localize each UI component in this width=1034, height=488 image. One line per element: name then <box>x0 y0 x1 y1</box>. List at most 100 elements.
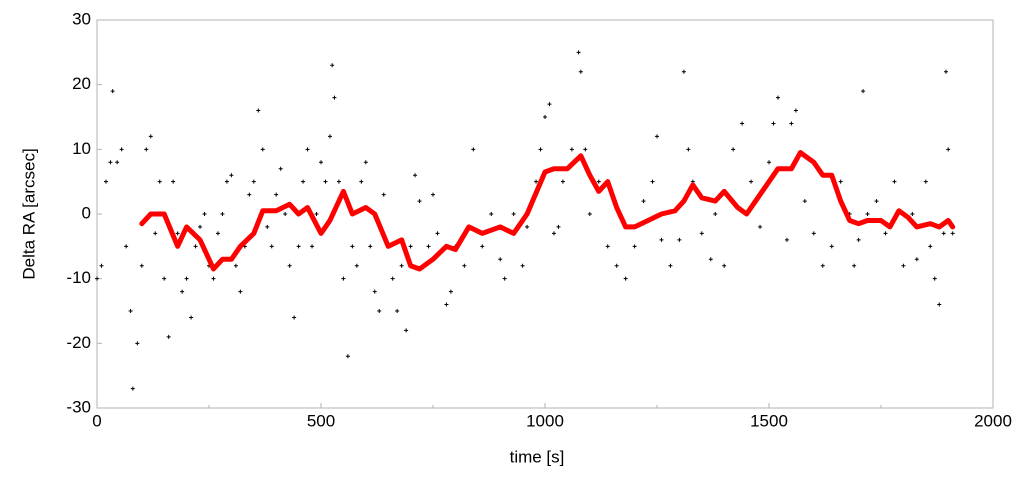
scatter-point <box>103 179 108 184</box>
scatter-point <box>856 237 861 242</box>
scatter-point <box>560 179 565 184</box>
scatter-point <box>489 212 494 216</box>
scatter-point <box>587 212 592 216</box>
scatter-point <box>525 224 530 229</box>
y-tick-label: 20 <box>72 74 91 93</box>
scatter-point <box>350 244 355 249</box>
scatter-point <box>686 147 691 152</box>
scatter-point <box>119 147 124 152</box>
scatter-point <box>247 192 252 197</box>
scatter-point <box>941 231 946 236</box>
scatter-point <box>932 276 937 281</box>
x-tick-label: 2000 <box>974 411 1012 430</box>
scatter-point <box>229 173 234 178</box>
scatter-point <box>699 231 704 236</box>
scatter-point <box>511 212 516 216</box>
scatter-point <box>233 263 238 268</box>
scatter-point <box>345 354 350 359</box>
y-tick-label: 30 <box>72 9 91 28</box>
scatter-point <box>314 212 319 216</box>
scatter-point <box>327 134 332 139</box>
scatter-point <box>914 257 919 262</box>
x-axis-label: time [s] <box>510 447 565 466</box>
scatter-point <box>722 263 727 268</box>
scatter-point <box>641 199 646 204</box>
scatter-point <box>220 212 225 216</box>
scatter-point <box>184 276 189 281</box>
scatter-point <box>171 179 176 184</box>
scatter-point <box>336 179 341 184</box>
scatter-point <box>462 263 467 268</box>
scatter-point <box>417 199 422 204</box>
scatter-point <box>614 263 619 268</box>
scatter-point <box>399 263 404 268</box>
scatter-point <box>305 147 310 152</box>
scatter-point <box>543 115 547 119</box>
scatter-point <box>910 212 915 216</box>
scatter-point <box>677 237 682 242</box>
scatter-point <box>838 179 843 184</box>
scatter-point <box>731 147 736 152</box>
scatter-point <box>215 231 220 236</box>
y-tick-label: 0 <box>82 203 91 222</box>
scatter-point <box>292 315 297 320</box>
scatter-point <box>480 244 485 249</box>
scatter-point <box>937 302 942 307</box>
scatter-point <box>655 134 659 139</box>
scatter-point <box>775 95 780 100</box>
scatter-point <box>283 212 288 216</box>
scatter-point <box>301 179 306 184</box>
scatter-point <box>874 199 879 204</box>
scatter-point <box>758 224 763 229</box>
scatter-point <box>632 244 637 249</box>
scatter-point <box>377 309 382 313</box>
scatter-point <box>148 134 153 139</box>
scatter-point <box>426 244 431 249</box>
scatter-point <box>681 69 686 74</box>
y-tick-label: -30 <box>66 397 91 416</box>
scatter-point <box>811 231 816 236</box>
scatter-point <box>310 244 315 249</box>
scatter-point <box>162 276 167 281</box>
scatter-point <box>498 257 503 262</box>
scatter-point <box>372 289 377 294</box>
scatter-point <box>802 199 807 204</box>
scatter-point <box>928 244 933 249</box>
scatter-point <box>175 231 180 236</box>
scatter-point <box>771 121 776 126</box>
scatter-point <box>547 102 552 107</box>
scatter-point <box>901 263 906 268</box>
scatter-point <box>583 147 588 152</box>
scatter-point <box>950 231 955 236</box>
scatter-point <box>115 160 120 165</box>
scatter-point <box>605 244 610 249</box>
scatter-point <box>381 192 386 197</box>
scatter-point <box>829 244 834 249</box>
scatter-point <box>135 341 140 346</box>
scatter-point <box>260 147 265 152</box>
scatter-point <box>448 289 453 294</box>
scatter-point <box>153 231 158 236</box>
scatter-point <box>713 212 718 216</box>
scatter-point <box>224 179 229 184</box>
scatter-point <box>892 179 897 184</box>
scatter-point <box>793 108 798 113</box>
scatter-point <box>623 276 628 281</box>
y-tick-label: 10 <box>72 139 91 158</box>
x-tick-label: 500 <box>307 411 335 430</box>
scatter-point <box>923 179 928 184</box>
scatter-point <box>413 173 418 178</box>
scatter-point <box>520 263 525 268</box>
scatter-point <box>189 315 194 320</box>
scatter-point <box>256 108 261 113</box>
scatter-point <box>166 334 171 339</box>
scatter-point <box>749 179 754 184</box>
smoothed-line <box>139 150 956 272</box>
scatter-point <box>323 179 328 184</box>
scatter-point <box>390 276 395 281</box>
scatter-point <box>265 224 270 229</box>
scatter-point <box>650 179 655 184</box>
scatter-point <box>865 212 870 216</box>
scatter-point <box>395 309 400 313</box>
scatter-point <box>99 263 104 268</box>
